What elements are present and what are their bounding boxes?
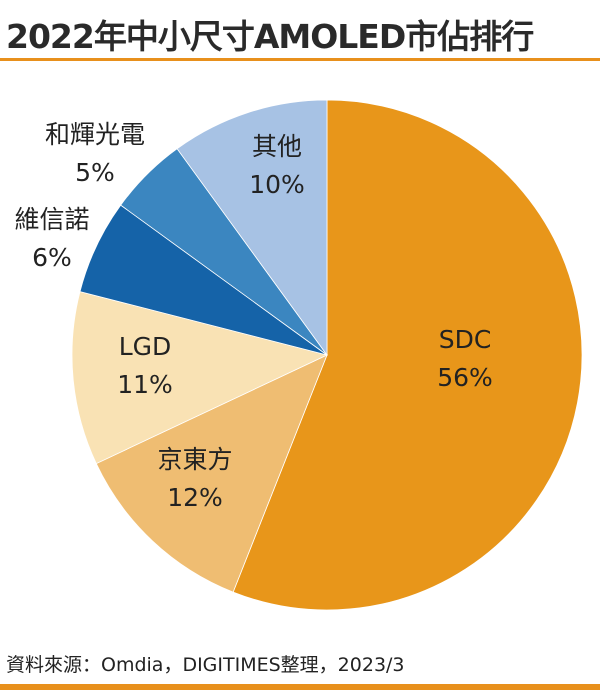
slice-label: 其他 [252, 132, 302, 161]
slice-value-label: 5% [75, 158, 115, 187]
bottom-divider [0, 684, 600, 690]
slice-value-label: 12% [167, 483, 223, 512]
pie-slice [71, 291, 329, 465]
slice-label: 維信諾 [14, 205, 89, 234]
source-note: 資料來源：Omdia，DIGITIMES整理，2023/3 [6, 654, 405, 676]
slice-value-label: 6% [32, 243, 72, 272]
slice-label: SDC [439, 325, 492, 354]
pie-slice [95, 354, 328, 593]
chart-title: 2022年中小尺寸AMOLED市佔排行 [6, 17, 534, 56]
slice-value-label: 56% [437, 363, 493, 392]
pie-slice [176, 99, 328, 357]
slice-label: 京東方 [157, 445, 232, 474]
slice-label: 和輝光電 [45, 120, 145, 149]
pie-slice [232, 99, 583, 611]
slice-value-label: 11% [117, 370, 173, 399]
title-divider [0, 58, 600, 61]
slice-label: LGD [119, 332, 172, 361]
slice-value-label: 10% [249, 170, 305, 199]
